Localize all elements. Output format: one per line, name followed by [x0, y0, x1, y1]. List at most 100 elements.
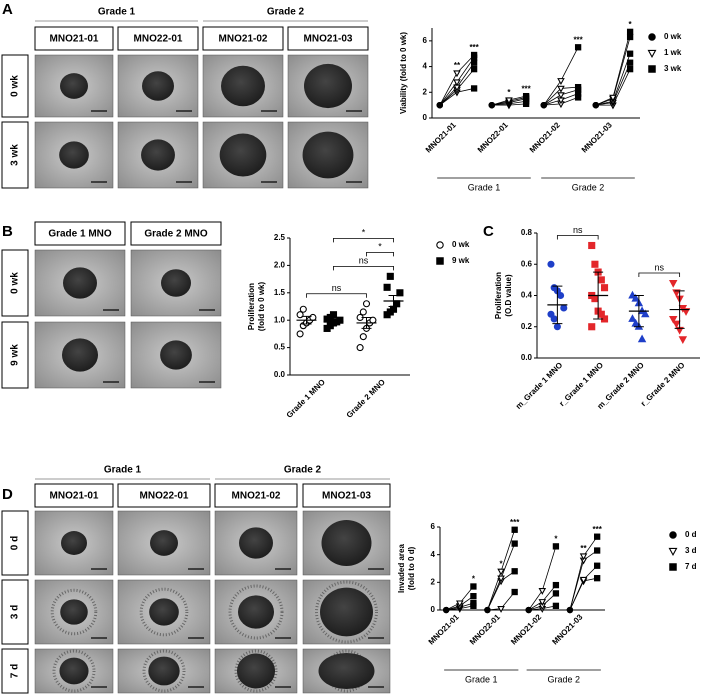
row-header-box: [1, 579, 29, 645]
data-point: [591, 260, 599, 268]
data-point: [553, 323, 561, 331]
significance: ***: [510, 518, 520, 527]
x-tick-label: MNO21-01: [427, 612, 461, 646]
spheroid: [320, 587, 373, 637]
data-point: [628, 290, 637, 299]
spheroid: [302, 131, 354, 179]
invasion-halo: [142, 649, 186, 693]
x-tick-label: MNO21-02: [509, 612, 543, 646]
spheroid: [239, 527, 273, 559]
bracket: [556, 235, 599, 240]
data-point: [547, 310, 555, 318]
column-header: MNO22-01: [134, 34, 183, 45]
spheroid: [60, 73, 88, 99]
data-point: [588, 241, 596, 250]
column-header: Grade 2 MNO: [144, 229, 208, 240]
error-bar: [593, 271, 604, 320]
data-point: [628, 314, 637, 322]
y-tick-label: 0: [431, 605, 436, 614]
data-point: [641, 309, 650, 318]
data-point: [594, 547, 601, 554]
column-header-box: [302, 483, 391, 508]
data-point: [626, 59, 634, 66]
legend-marker: [436, 241, 444, 249]
data-point: [597, 276, 605, 284]
row-header: 0 d: [10, 536, 21, 550]
column-header: MNO21-02: [219, 34, 268, 45]
legend-label: 0 d: [685, 530, 697, 539]
data-point: [497, 568, 505, 576]
spheroid: [141, 139, 175, 171]
data-point: [393, 300, 401, 308]
data-point: [470, 593, 477, 600]
data-point: [497, 605, 505, 613]
y-tick-label: 2.0: [274, 261, 286, 270]
data-point: [369, 316, 377, 324]
spheroid: [237, 595, 275, 629]
y-axis-label: (fold to 0 d): [407, 546, 416, 590]
data-point: [560, 304, 568, 312]
error-bar: [552, 285, 563, 325]
data-point: [538, 588, 547, 595]
panel-label: D: [2, 486, 13, 503]
spheroid: [321, 520, 372, 566]
y-tick-label: 2: [431, 577, 436, 586]
data-point: [497, 575, 505, 583]
invasion-halo: [52, 649, 96, 693]
y-tick-label: 6: [423, 36, 428, 45]
invasion-halo: [234, 649, 278, 693]
bracket: [333, 237, 394, 243]
spheroid: [61, 531, 87, 555]
data-point: [511, 526, 518, 533]
data-point: [356, 344, 364, 352]
data-point: [383, 283, 391, 291]
data-point: [511, 588, 518, 596]
data-point: [359, 333, 367, 341]
legend-label: 9 wk: [452, 256, 470, 265]
spheroid: [59, 141, 89, 169]
error-bar: [674, 290, 685, 329]
y-tick-label: 1.0: [274, 315, 286, 324]
x-tick-label: MNO21-02: [528, 120, 562, 154]
y-axis-label: (fold to 0 wk): [257, 282, 266, 332]
spheroid: [150, 530, 178, 556]
replicate-line: [569, 565, 598, 611]
grade-header: Grade 1: [104, 465, 142, 476]
data-point: [678, 336, 688, 344]
spheroid: [142, 71, 174, 101]
data-point: [626, 50, 634, 57]
bracket-label: ns: [359, 256, 369, 266]
data-point: [552, 581, 560, 589]
legend-marker: [648, 33, 656, 41]
error-bar: [328, 319, 339, 324]
data-point: [681, 308, 691, 316]
x-tick-label: Grade 2 MNO: [345, 378, 387, 420]
error-bar: [633, 295, 644, 328]
spheroid: [161, 269, 191, 297]
y-axis-label: Proliferation: [247, 283, 256, 330]
legend-label: 7 d: [685, 562, 697, 571]
column-header-box: [117, 483, 211, 508]
legend-marker: [436, 257, 444, 265]
row-header: 9 wk: [10, 344, 21, 366]
data-point: [538, 599, 547, 606]
legend-marker: [668, 547, 678, 556]
y-tick-label: 0.5: [274, 343, 286, 352]
panel-label: B: [2, 223, 13, 240]
data-point: [566, 606, 574, 614]
legend-label: 1 wk: [664, 48, 682, 57]
y-tick-label: 6: [431, 522, 436, 531]
x-tick-label: r_Grade 2 MNO: [639, 361, 687, 409]
column-header: MNO21-01: [50, 491, 99, 502]
data-point: [552, 543, 560, 550]
legend-marker: [669, 531, 677, 539]
data-point: [550, 315, 558, 323]
data-point: [456, 600, 464, 608]
data-point: [579, 553, 588, 561]
column-header: MNO21-03: [304, 34, 353, 45]
bracket: [306, 293, 367, 298]
y-tick-label: 0: [423, 113, 428, 122]
data-point: [637, 334, 647, 343]
data-point: [453, 70, 461, 78]
